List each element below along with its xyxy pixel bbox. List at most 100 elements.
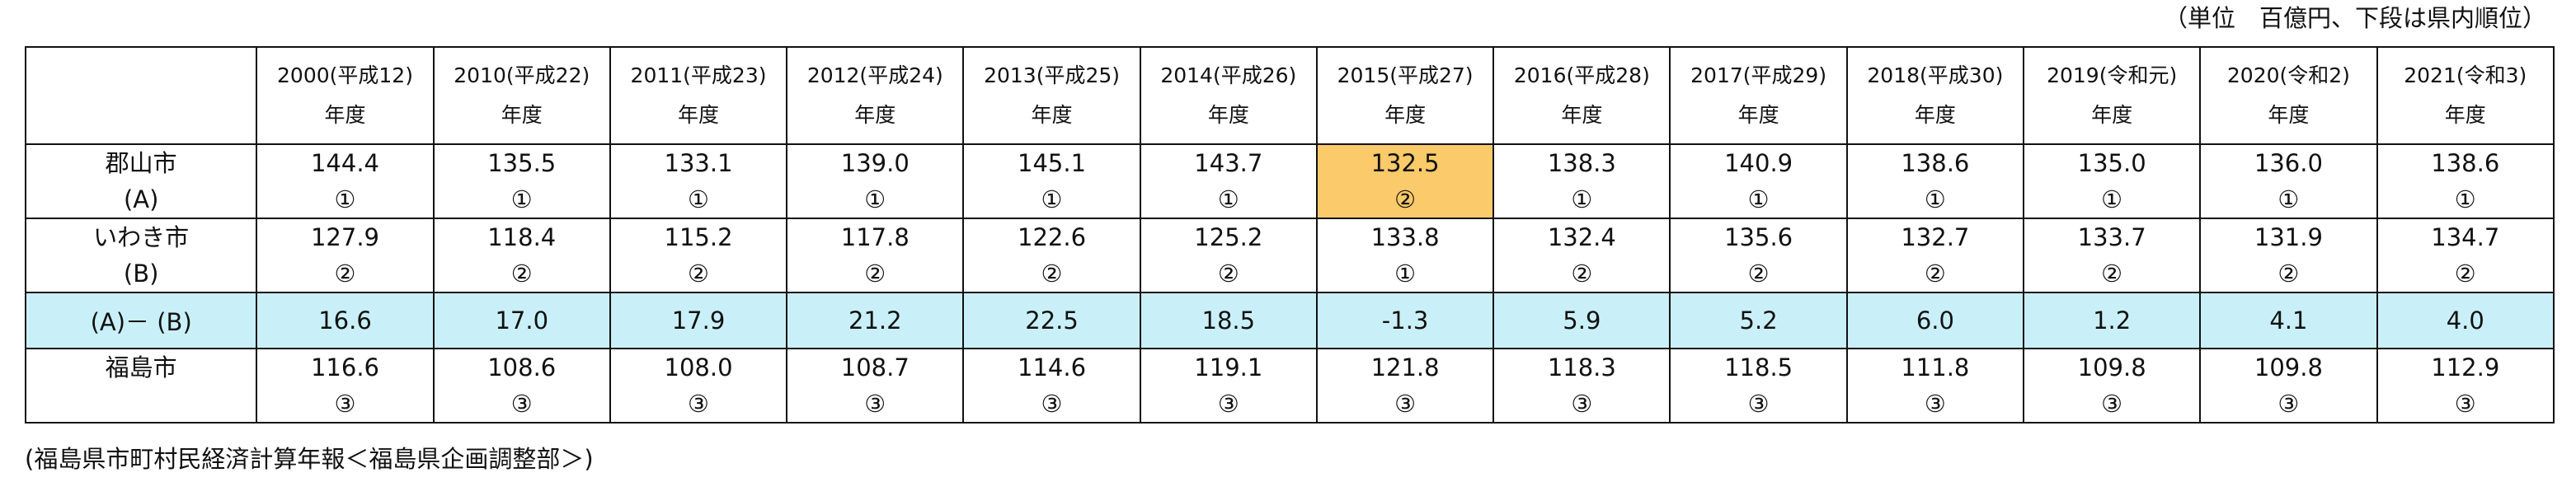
iwaki-values-row: いわき市 127.9 118.4 115.2 117.8 122.6 125.2 133.8… bbox=[24, 218, 2555, 255]
iwaki-tag: (B) bbox=[24, 255, 258, 293]
year-header-11: 2020(令和2) 年度 bbox=[2199, 46, 2378, 145]
fiscal-year-suffix: 年度 bbox=[324, 103, 366, 127]
fukushima-value-cell: 108.7 bbox=[786, 348, 965, 386]
koriyama-value-cell: 145.1 bbox=[962, 143, 1141, 181]
koriyama-rank-cell: ① bbox=[1669, 181, 1848, 219]
year-header-0: 2000(平成12) 年度 bbox=[256, 46, 435, 145]
fiscal-year-suffix: 年度 bbox=[1561, 103, 1603, 127]
koriyama-value-cell: 136.0 bbox=[2199, 143, 2378, 181]
iwaki-value-cell: 125.2 bbox=[1139, 218, 1318, 255]
koriyama-rank-cell: ① bbox=[1492, 181, 1671, 219]
fukushima-value-cell: 112.9 bbox=[2376, 348, 2555, 386]
year-label: 2018(平成30) bbox=[1867, 63, 2004, 87]
fukushima-rank-cell: ③ bbox=[609, 386, 788, 424]
iwaki-value-cell: 115.2 bbox=[609, 218, 788, 255]
year-header-6: 2015(平成27) 年度 bbox=[1315, 46, 1495, 145]
koriyama-value-cell: 138.6 bbox=[1845, 143, 2025, 181]
koriyama-value-cell: 138.6 bbox=[2376, 143, 2555, 181]
koriyama-rank-cell: ② bbox=[1315, 181, 1495, 219]
fukushima-rank-cell: ③ bbox=[962, 386, 1141, 424]
year-header-10: 2019(令和元) 年度 bbox=[2023, 46, 2202, 145]
fukushima-rank-cell: ③ bbox=[256, 386, 435, 424]
fukushima-name: 福島市 bbox=[24, 348, 258, 386]
iwaki-rank-cell: ② bbox=[432, 255, 611, 293]
iwaki-value-cell: 133.7 bbox=[2023, 218, 2202, 255]
difference-value-cell: 17.0 bbox=[432, 292, 611, 349]
fiscal-year-suffix: 年度 bbox=[2444, 103, 2486, 127]
fiscal-year-suffix: 年度 bbox=[501, 103, 543, 127]
fukushima-value-cell: 111.8 bbox=[1845, 348, 2025, 386]
koriyama-value-cell: 132.5 bbox=[1315, 143, 1495, 181]
koriyama-rank-cell: ① bbox=[962, 181, 1141, 219]
fukushima-value-cell: 116.6 bbox=[256, 348, 435, 386]
koriyama-rank-cell: ① bbox=[2199, 181, 2378, 219]
fiscal-year-suffix: 年度 bbox=[2268, 103, 2310, 127]
koriyama-values-row: 郡山市 144.4 135.5 133.1 139.0 145.1 143.7 132.5 1… bbox=[24, 143, 2555, 181]
fukushima-rank-cell: ③ bbox=[1845, 386, 2025, 424]
fukushima-value-cell: 119.1 bbox=[1139, 348, 1318, 386]
fiscal-year-suffix: 年度 bbox=[1737, 103, 1779, 127]
fiscal-year-suffix: 年度 bbox=[2091, 103, 2133, 127]
fukushima-value-cell: 108.6 bbox=[432, 348, 611, 386]
iwaki-value-cell: 134.7 bbox=[2376, 218, 2555, 255]
iwaki-rank-cell: ② bbox=[2199, 255, 2378, 293]
year-label: 2012(平成24) bbox=[806, 63, 943, 87]
gdp-comparison-table: 2000(平成12) 年度 2010(平成22) 年度 2011(平成23) 年度 2012… bbox=[24, 46, 2555, 424]
year-label: 2014(平成26) bbox=[1160, 63, 1297, 87]
year-label: 2011(平成23) bbox=[630, 63, 767, 87]
koriyama-rank-cell: ① bbox=[2376, 181, 2555, 219]
koriyama-value-cell: 133.1 bbox=[609, 143, 788, 181]
fukushima-rank-label-cell bbox=[24, 386, 258, 424]
iwaki-rank-cell: ② bbox=[609, 255, 788, 293]
iwaki-value-cell: 131.9 bbox=[2199, 218, 2378, 255]
fukushima-value-cell: 118.5 bbox=[1669, 348, 1848, 386]
iwaki-name: いわき市 bbox=[24, 218, 258, 255]
iwaki-value-cell: 132.7 bbox=[1845, 218, 2025, 255]
iwaki-rank-cell: ① bbox=[1315, 255, 1495, 293]
year-header-3: 2012(平成24) 年度 bbox=[786, 46, 965, 145]
difference-value-cell: 1.2 bbox=[2023, 292, 2202, 349]
year-header-9: 2018(平成30) 年度 bbox=[1845, 46, 2025, 145]
difference-value-cell: 5.2 bbox=[1669, 292, 1848, 349]
source-note: (福島県市町村民経済計算年報＜福島県企画調整部＞) bbox=[25, 445, 594, 473]
koriyama-value-cell: 143.7 bbox=[1139, 143, 1318, 181]
year-header-12: 2021(令和3) 年度 bbox=[2376, 46, 2555, 145]
iwaki-rank-cell: ② bbox=[2376, 255, 2555, 293]
year-header-7: 2016(平成28) 年度 bbox=[1492, 46, 1671, 145]
difference-value-cell: 4.1 bbox=[2199, 292, 2378, 349]
koriyama-value-cell: 144.4 bbox=[256, 143, 435, 181]
fiscal-year-suffix: 年度 bbox=[678, 103, 720, 127]
koriyama-tag: (A) bbox=[24, 181, 258, 219]
iwaki-rank-cell: ② bbox=[1492, 255, 1671, 293]
difference-value-cell: -1.3 bbox=[1315, 292, 1495, 349]
year-label: 2020(令和2) bbox=[2226, 63, 2350, 87]
year-label: 2010(平成22) bbox=[454, 63, 590, 87]
year-label: 2015(平成27) bbox=[1337, 63, 1474, 87]
difference-value-cell: 21.2 bbox=[786, 292, 965, 349]
koriyama-value-cell: 138.3 bbox=[1492, 143, 1671, 181]
fukushima-rank-cell: ③ bbox=[1669, 386, 1848, 424]
koriyama-rank-cell: ① bbox=[1139, 181, 1318, 219]
koriyama-name: 郡山市 bbox=[24, 143, 258, 181]
koriyama-rank-cell: ① bbox=[432, 181, 611, 219]
fukushima-rank-cell: ③ bbox=[1315, 386, 1495, 424]
header-corner-cell bbox=[24, 46, 258, 145]
iwaki-rank-cell: ② bbox=[1845, 255, 2025, 293]
year-label: 2017(平成29) bbox=[1690, 63, 1827, 87]
year-header-2: 2011(平成23) 年度 bbox=[609, 46, 788, 145]
fukushima-rank-cell: ③ bbox=[2023, 386, 2202, 424]
iwaki-value-cell: 127.9 bbox=[256, 218, 435, 255]
year-header-8: 2017(平成29) 年度 bbox=[1669, 46, 1848, 145]
fukushima-rank-cell: ③ bbox=[1139, 386, 1318, 424]
fukushima-rank-cell: ③ bbox=[432, 386, 611, 424]
iwaki-rank-cell: ② bbox=[1669, 255, 1848, 293]
year-header-4: 2013(平成25) 年度 bbox=[962, 46, 1141, 145]
fiscal-year-suffix: 年度 bbox=[1031, 103, 1073, 127]
fukushima-rank-cell: ③ bbox=[1492, 386, 1671, 424]
difference-label: (A)－ (B) bbox=[24, 292, 258, 349]
fiscal-year-suffix: 年度 bbox=[1207, 103, 1249, 127]
koriyama-value-cell: 135.5 bbox=[432, 143, 611, 181]
fukushima-values-row: 福島市 116.6 108.6 108.0 108.7 114.6 119.1 121.8 1… bbox=[24, 348, 2555, 386]
